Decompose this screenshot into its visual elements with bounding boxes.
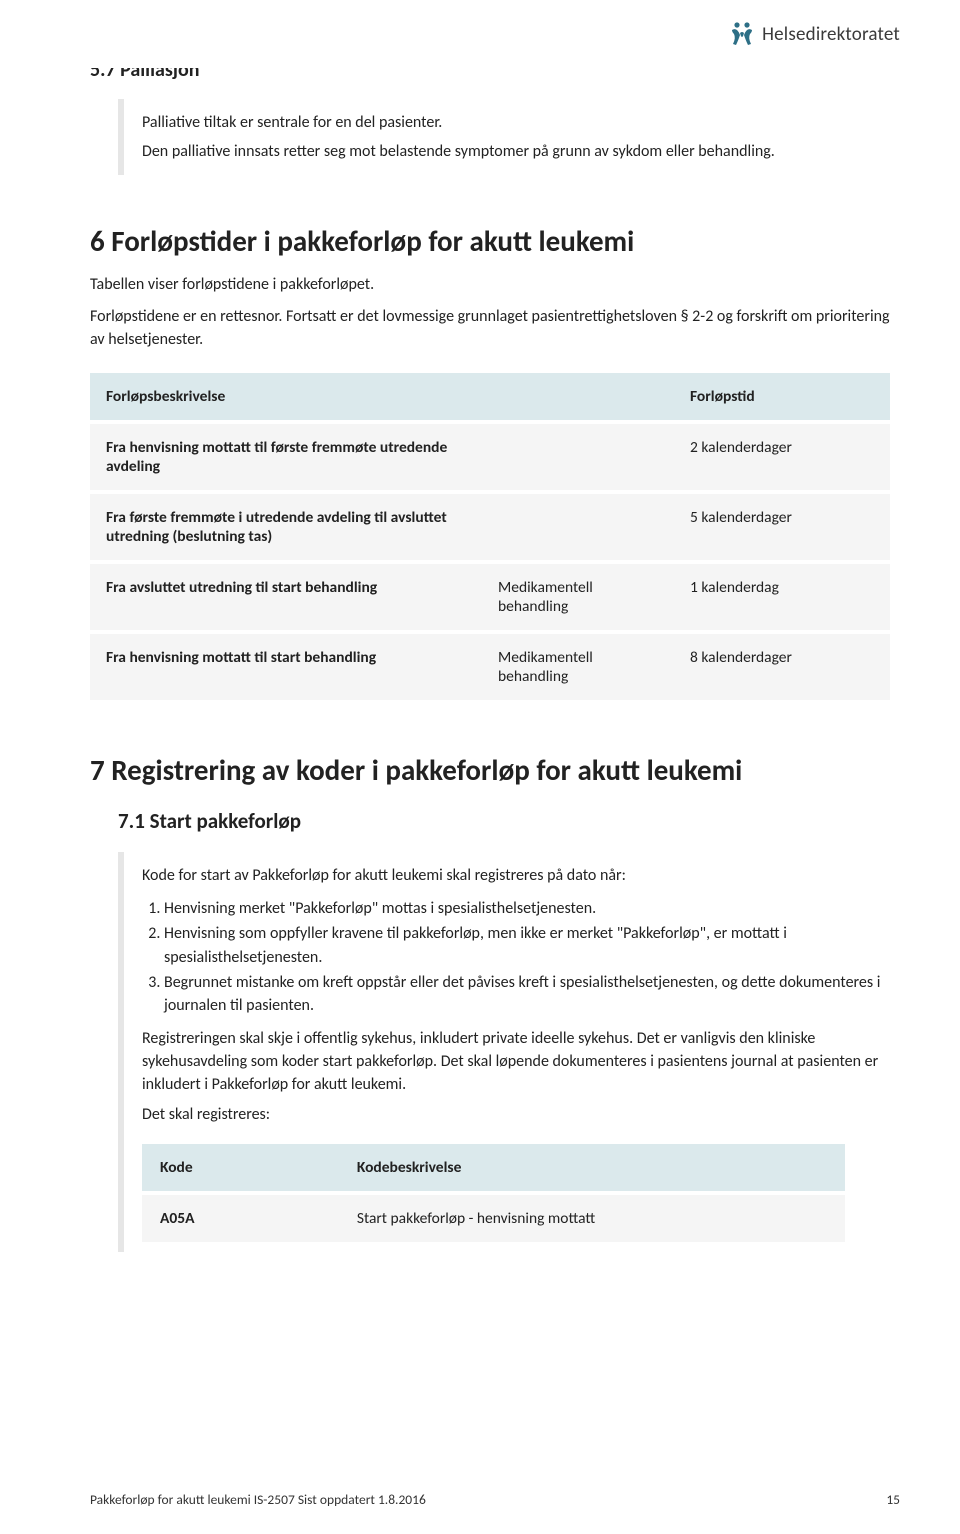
table-header-cell: Kode [142, 1144, 339, 1191]
table-row: Fra henvisning mottatt til start behandl… [90, 634, 890, 700]
table-cell: 2 kalenderdager [674, 424, 890, 490]
paragraph: Kode for start av Pakkeforløp for akutt … [142, 864, 890, 887]
brand-name: Helsedirektoratet [762, 23, 900, 46]
paragraph: Registreringen skal skje i offentlig syk… [142, 1027, 890, 1097]
page: Helsedirektoratet 5.7 Palliasjon Palliat… [0, 0, 960, 1534]
ordered-list: Henvisning merket "Pakkeforløp" mottas i… [164, 897, 890, 1017]
list-item: Henvisning merket "Pakkeforløp" mottas i… [164, 897, 890, 920]
table-row: Fra avsluttet utredning til start behand… [90, 564, 890, 630]
table-cell [482, 424, 674, 490]
table-header-row: Forløpsbeskrivelse Forløpstid [90, 373, 890, 420]
table-cell: A05A [142, 1195, 339, 1242]
table-cell: 5 kalenderdager [674, 494, 890, 560]
section-7-title: 7 Registrering av koder i pakkeforløp fo… [90, 752, 890, 788]
table-cell: 1 kalenderdag [674, 564, 890, 630]
brand-logo-icon [728, 20, 756, 48]
list-item: Begrunnet mistanke om kreft oppstår elle… [164, 971, 890, 1017]
page-footer: Pakkeforløp for akutt leukemi IS-2507 Si… [90, 1491, 900, 1508]
table-cell: Medikamentell behandling [482, 564, 674, 630]
section-7-1-title: 7.1 Start pakkeforløp [118, 808, 890, 834]
table-header-cell: Forløpsbeskrivelse [90, 373, 482, 420]
table-cell: Fra avsluttet utredning til start behand… [90, 564, 482, 630]
table-header-cell [482, 373, 674, 420]
table-header-cell: Forløpstid [674, 373, 890, 420]
section-7-1-block: Kode for start av Pakkeforløp for akutt … [118, 852, 890, 1252]
paragraph: Palliative tiltak er sentrale for en del… [142, 111, 890, 134]
table-cell: Fra henvisning mottatt til start behandl… [90, 634, 482, 700]
table-row: Fra første fremmøte i utredende avdeling… [90, 494, 890, 560]
table-header-row: Kode Kodebeskrivelse [142, 1144, 845, 1191]
footer-left: Pakkeforløp for akutt leukemi IS-2507 Si… [90, 1491, 426, 1508]
table-header-cell: Kodebeskrivelse [339, 1144, 845, 1191]
table-cell: Start pakkeforløp - henvisning mottatt [339, 1195, 845, 1242]
kode-table: Kode Kodebeskrivelse A05A Start pakkefor… [142, 1140, 845, 1246]
brand-header: Helsedirektoratet [728, 20, 900, 48]
paragraph: Den palliative innsats retter seg mot be… [142, 140, 890, 163]
table-cell: Fra henvisning mottatt til første fremmø… [90, 424, 482, 490]
list-item: Henvisning som oppfyller kravene til pak… [164, 922, 890, 968]
section-5-7-title-cutoff: 5.7 Palliasjon [90, 68, 890, 83]
forlopstider-table: Forløpsbeskrivelse Forløpstid Fra henvis… [90, 369, 890, 704]
footer-page-number: 15 [886, 1491, 900, 1508]
table-cell [482, 494, 674, 560]
table-row: A05A Start pakkeforløp - henvisning mott… [142, 1195, 845, 1242]
table-cell: Medikamentell behandling [482, 634, 674, 700]
table-cell: Fra første fremmøte i utredende avdeling… [90, 494, 482, 560]
paragraph: Tabellen viser forløpstidene i pakkeforl… [90, 273, 890, 296]
paragraph: Det skal registreres: [142, 1103, 890, 1126]
table-cell: 8 kalenderdager [674, 634, 890, 700]
section-5-7-block: Palliative tiltak er sentrale for en del… [118, 99, 890, 175]
table-row: Fra henvisning mottatt til første fremmø… [90, 424, 890, 490]
paragraph: Forløpstidene er en rettesnor. Fortsatt … [90, 305, 890, 351]
section-6-title: 6 Forløpstider i pakkeforløp for akutt l… [90, 223, 890, 259]
